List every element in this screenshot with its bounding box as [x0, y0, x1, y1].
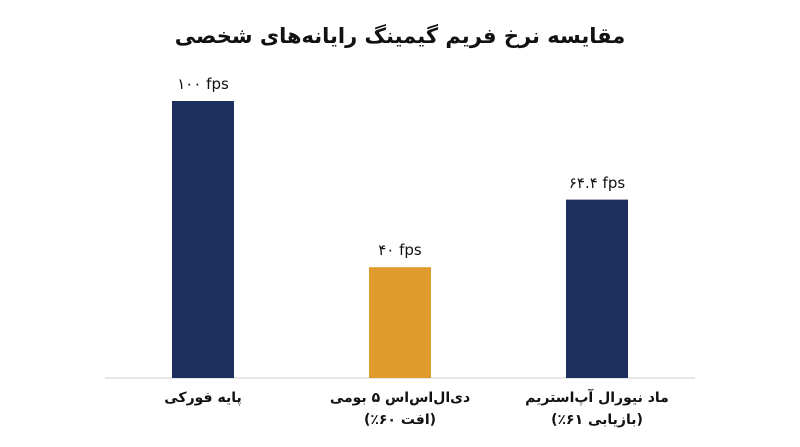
chart-title: مقایسه نرخ فریم گیمینگ رایانه‌های شخصی: [174, 24, 626, 48]
x-tick-label: ماد نیورال آپ‌استریم (بازیابی ۶۱٪): [525, 390, 669, 428]
bar: [369, 267, 431, 378]
bar: [172, 101, 234, 378]
value-label: ۴۰ fps: [378, 241, 422, 260]
x-tick-label: دی‌ال‌اس‌اس ۵ بومی (افت ۶۰٪): [329, 390, 471, 428]
bar: [566, 199, 628, 378]
x-tick-label: پایه فورکی: [164, 390, 242, 406]
value-label: ۱۰۰ fps: [177, 75, 229, 93]
value-label: ۶۴.۴ fps: [568, 173, 626, 192]
